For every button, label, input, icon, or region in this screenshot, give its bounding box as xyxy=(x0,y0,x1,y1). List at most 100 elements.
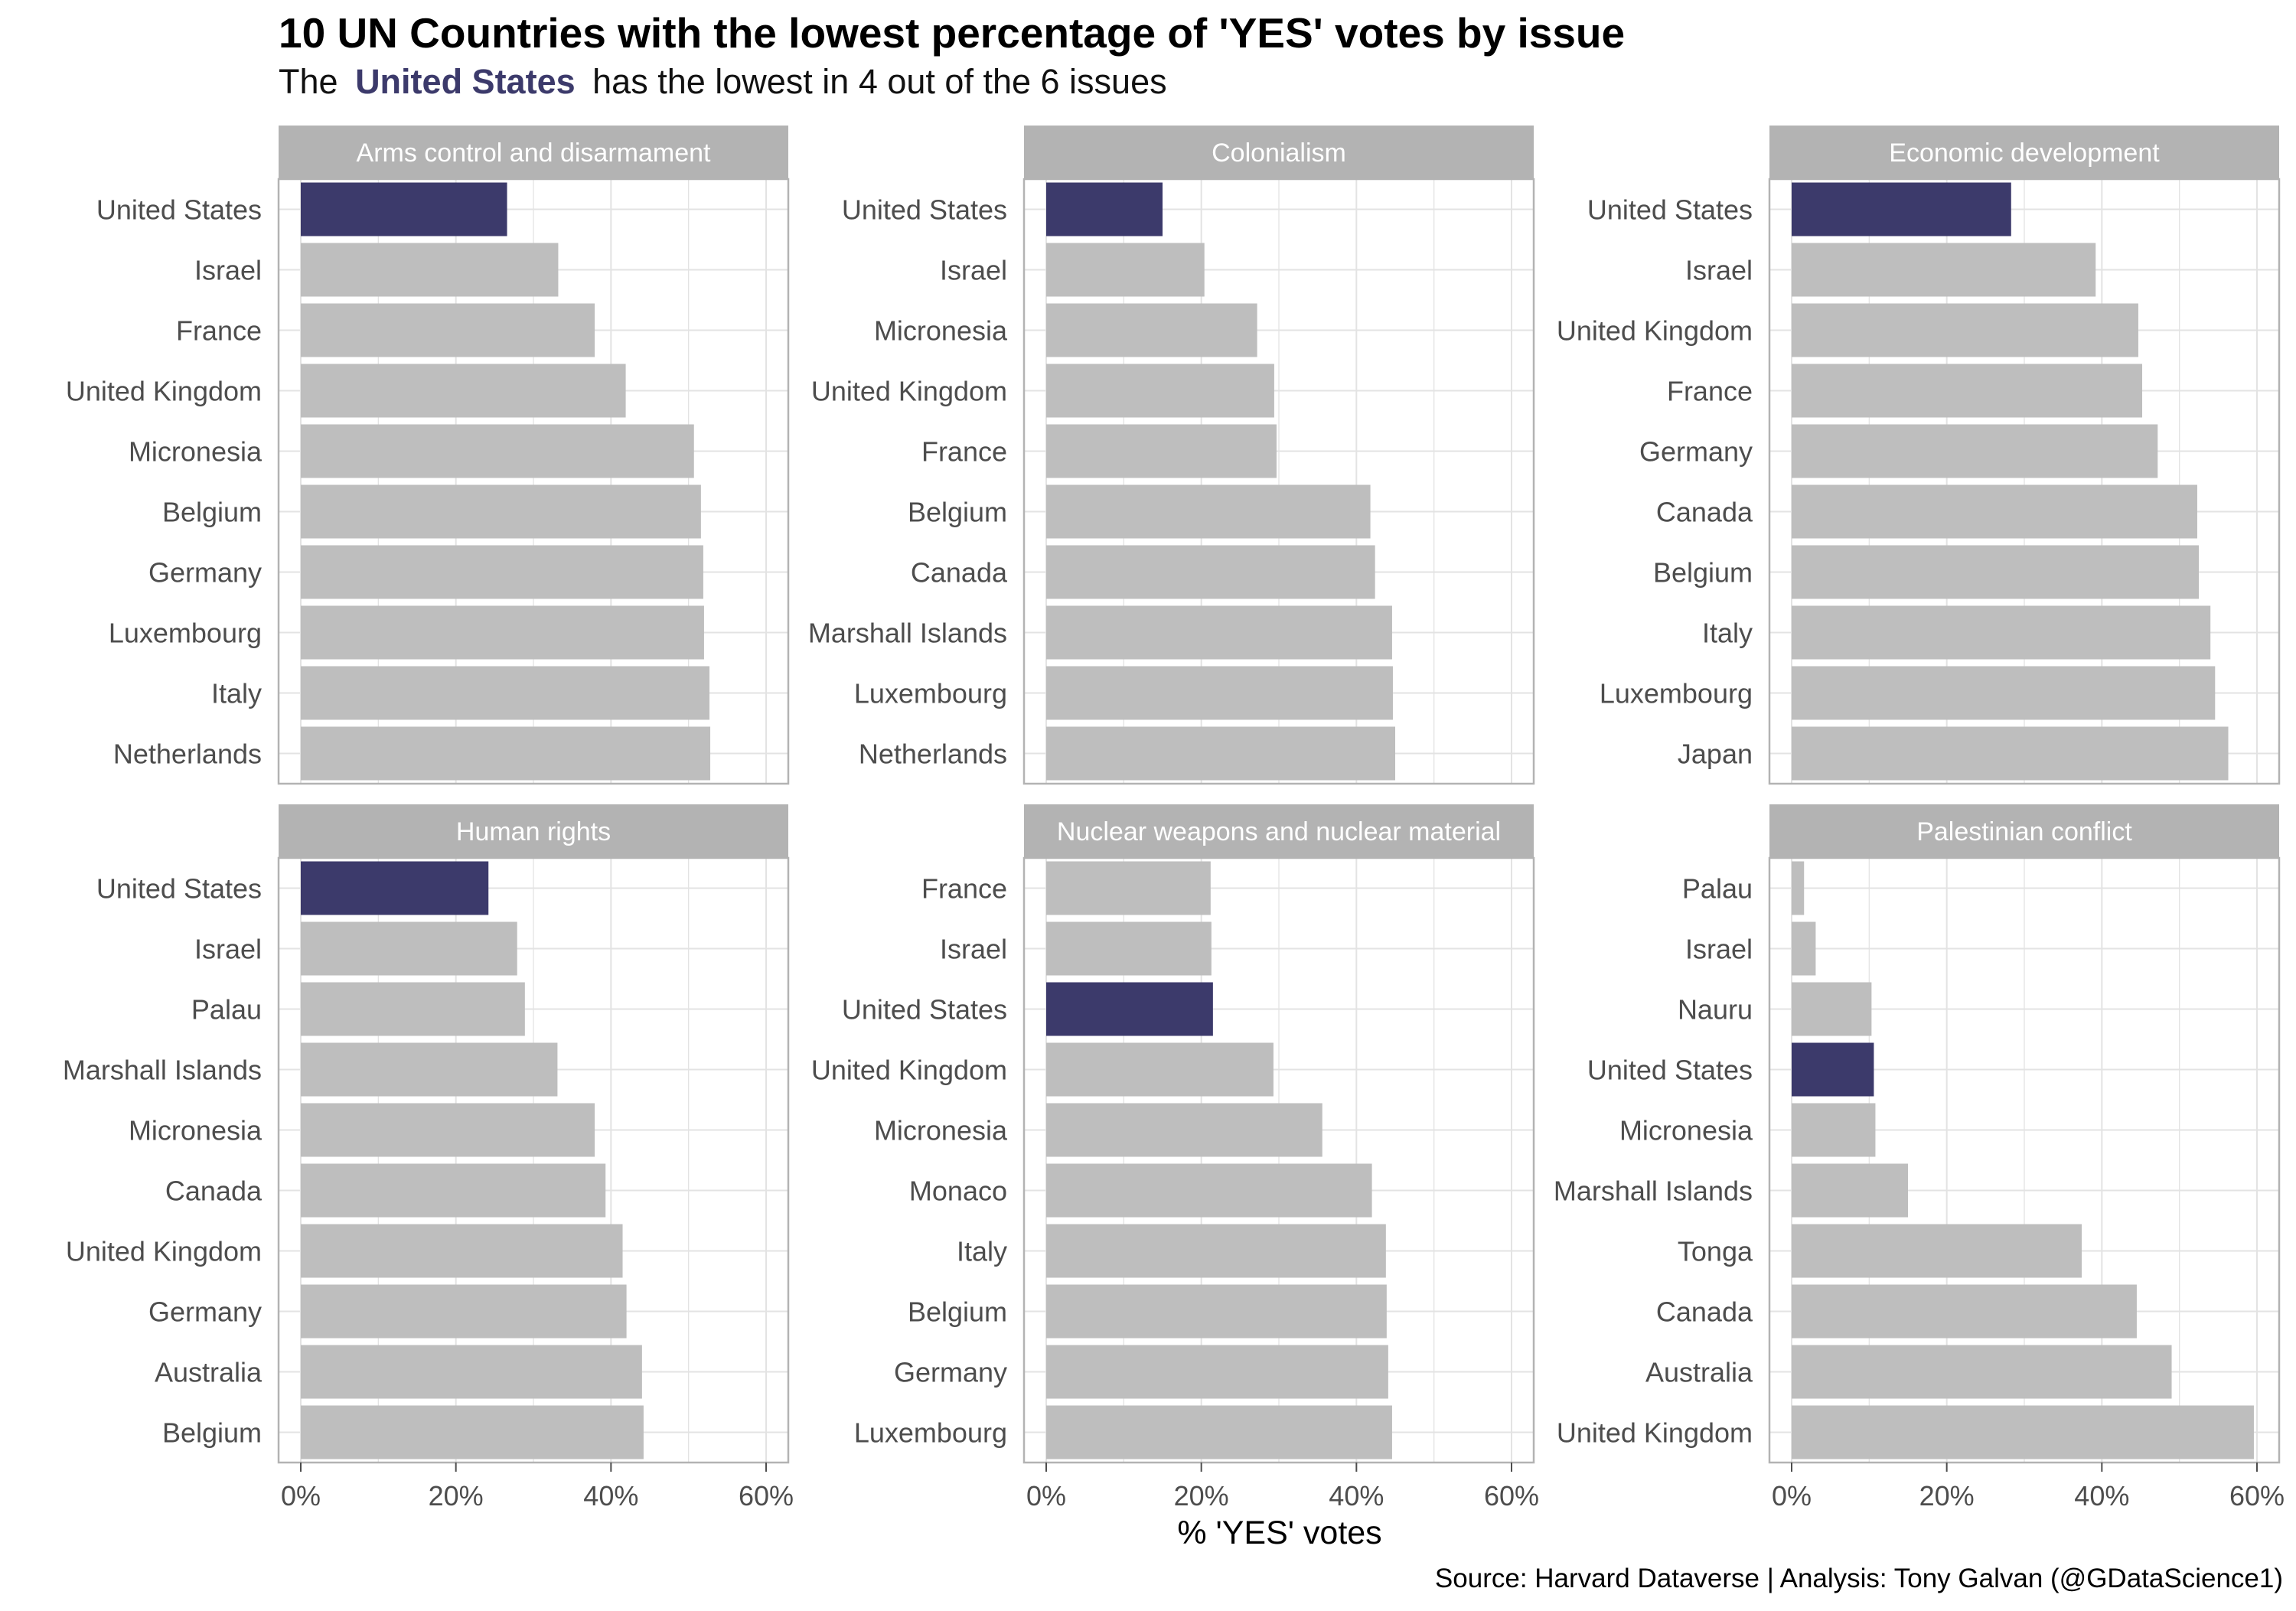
bar xyxy=(1046,1224,1386,1278)
facet-strip xyxy=(1024,804,1534,858)
panel-border xyxy=(1768,178,2281,785)
bar xyxy=(1046,1345,1388,1399)
facet-strip xyxy=(1024,126,1534,179)
x-tick-label: 20% xyxy=(429,1480,484,1512)
bar xyxy=(301,1042,558,1097)
y-tick-label: Luxembourg xyxy=(854,678,1007,709)
bar xyxy=(301,1284,627,1339)
bar xyxy=(301,303,595,357)
y-tick-label: United Kingdom xyxy=(1557,1417,1753,1449)
y-tick-label: Luxembourg xyxy=(109,618,262,649)
subtitle-before: The xyxy=(279,62,338,101)
bar xyxy=(1792,545,2199,599)
y-tick-label: Micronesia xyxy=(1619,1115,1753,1146)
x-tick-label: 0% xyxy=(1772,1480,1812,1512)
bar xyxy=(1792,1405,2254,1459)
caption: Source: Harvard Dataverse | Analysis: To… xyxy=(1435,1564,2283,1593)
facet-strip xyxy=(1769,126,2279,179)
bar xyxy=(1046,1163,1372,1218)
bar-highlight xyxy=(1792,182,2011,236)
bar xyxy=(301,243,559,297)
y-tick-label: Canada xyxy=(165,1176,263,1207)
bar xyxy=(1046,1284,1387,1339)
y-tick-label: Nauru xyxy=(1678,994,1753,1026)
y-tick-label: Monaco xyxy=(909,1176,1007,1207)
bar xyxy=(1046,1042,1274,1097)
y-tick-label: Tonga xyxy=(1678,1236,1753,1267)
x-tick-label: 40% xyxy=(583,1480,638,1512)
bar xyxy=(301,666,710,720)
bar xyxy=(301,545,703,599)
y-tick-label: United States xyxy=(1587,1055,1753,1086)
x-tick-label: 40% xyxy=(2074,1480,2129,1512)
y-tick-label: Micronesia xyxy=(874,1115,1008,1146)
y-tick-label: France xyxy=(921,873,1007,905)
bar xyxy=(301,364,626,418)
facet-strip xyxy=(279,804,788,858)
subtitle-highlight: United States xyxy=(355,62,576,101)
y-tick-label: United States xyxy=(96,873,262,905)
y-tick-label: Marshall Islands xyxy=(1554,1176,1753,1207)
bar xyxy=(301,1405,644,1459)
bar-highlight xyxy=(1046,982,1213,1036)
bar xyxy=(301,1163,606,1218)
facet-strip xyxy=(1769,804,2279,858)
y-tick-label: Marshall Islands xyxy=(808,618,1007,649)
facet-panel: Colonialism United States Israel Micronesia… xyxy=(808,126,1535,785)
y-tick-label: United States xyxy=(842,994,1007,1026)
bar xyxy=(1792,1163,1908,1218)
bar xyxy=(301,424,694,478)
bar xyxy=(301,726,711,781)
facet-strip-title: Economic development xyxy=(1889,139,2160,168)
bar xyxy=(1046,545,1375,599)
bar xyxy=(1046,364,1274,418)
bar xyxy=(1792,243,2096,297)
bar xyxy=(1792,726,2229,781)
bar xyxy=(1046,666,1393,720)
y-tick-label: Germany xyxy=(148,557,262,589)
y-tick-label: France xyxy=(1667,376,1753,407)
bar-highlight xyxy=(301,182,507,236)
facet-strip-title: Human rights xyxy=(456,817,611,846)
bar xyxy=(1046,605,1392,660)
y-tick-label: Italy xyxy=(1702,618,1753,649)
bar xyxy=(1046,243,1205,297)
x-tick-label: 60% xyxy=(2229,1480,2285,1512)
bar xyxy=(1792,666,2216,720)
bar xyxy=(1046,921,1212,976)
y-tick-label: Germany xyxy=(148,1296,262,1328)
y-tick-label: United States xyxy=(1587,194,1753,226)
facet-panel: Arms control and disarmament United State… xyxy=(66,126,790,785)
y-tick-label: Luxembourg xyxy=(1600,678,1753,709)
y-tick-label: United Kingdom xyxy=(66,376,262,407)
y-tick-label: United Kingdom xyxy=(811,376,1007,407)
y-tick-label: Micronesia xyxy=(874,315,1008,347)
bar-highlight xyxy=(1046,182,1163,236)
bar xyxy=(1792,1224,2082,1278)
y-tick-label: Germany xyxy=(894,1357,1007,1388)
y-tick-label: Australia xyxy=(155,1357,263,1388)
y-tick-label: Germany xyxy=(1639,436,1753,468)
y-tick-label: Israel xyxy=(194,934,262,965)
panel-border xyxy=(1768,856,2281,1464)
y-tick-label: United States xyxy=(96,194,262,226)
y-tick-label: Australia xyxy=(1645,1357,1753,1388)
bar xyxy=(301,1224,623,1278)
chart-subtitle: The United States has the lowest in 4 ou… xyxy=(279,62,1167,101)
bar xyxy=(301,484,701,539)
bar xyxy=(1046,484,1371,539)
y-tick-label: Belgium xyxy=(162,1417,262,1449)
facet-panel: Nuclear weapons and nuclear material Fran… xyxy=(811,804,1539,1512)
chart-title: 10 UN Countries with the lowest percenta… xyxy=(279,9,1625,57)
bar xyxy=(1792,605,2211,660)
y-tick-label: Israel xyxy=(940,934,1007,965)
y-tick-label: France xyxy=(921,436,1007,468)
y-tick-label: Canada xyxy=(1656,1296,1753,1328)
subtitle-after: has the lowest in 4 out of the 6 issues xyxy=(592,62,1166,101)
bar xyxy=(1792,921,1816,976)
y-tick-label: United Kingdom xyxy=(1557,315,1753,347)
y-tick-label: Canada xyxy=(1656,497,1753,528)
facet-strip-title: Palestinian conflict xyxy=(1916,817,2132,846)
bar xyxy=(1792,1345,2172,1399)
